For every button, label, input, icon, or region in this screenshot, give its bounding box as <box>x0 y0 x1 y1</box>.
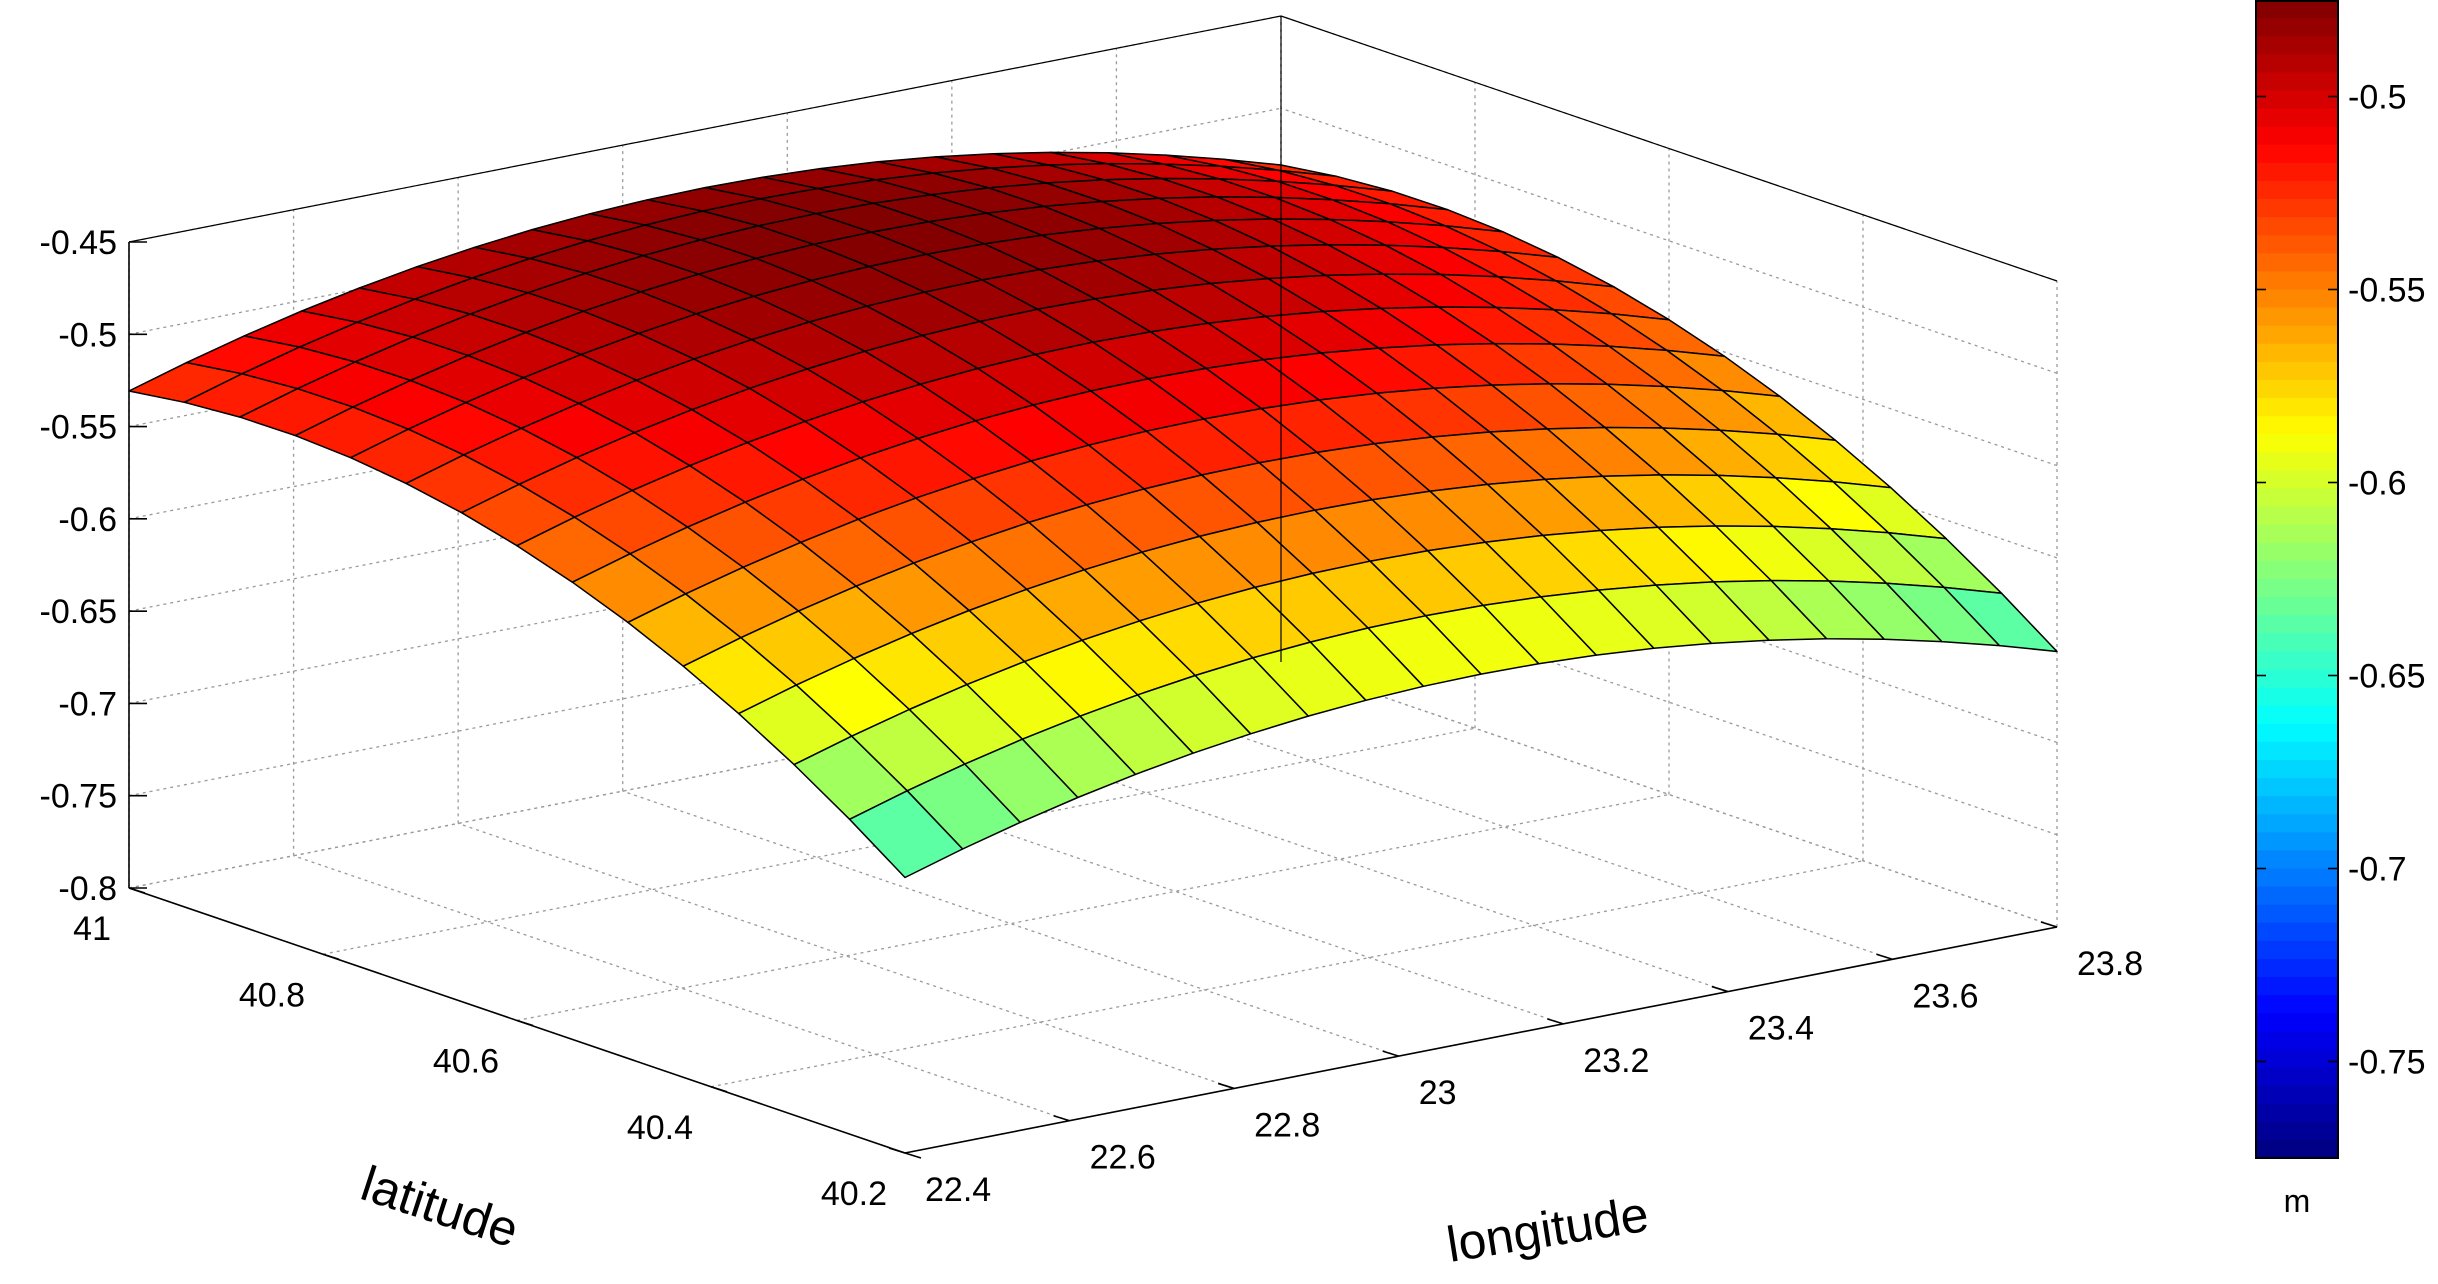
colorbar-band <box>2256 361 2338 381</box>
colorbar: m -0.5 -0.55 -0.6 -0.65 -0.7 -0.75 <box>2255 0 2426 1219</box>
colorbar-band <box>2256 850 2338 870</box>
z-tick-label: -0.7 <box>58 685 117 723</box>
colorbar-band <box>2256 669 2338 689</box>
colorbar-band <box>2256 832 2338 851</box>
colorbar-band <box>2256 253 2338 272</box>
latitude-tick-label: 40.6 <box>433 1043 499 1081</box>
colorbar-band <box>2256 235 2338 254</box>
z-tick-label: -0.75 <box>40 778 118 816</box>
colorbar-band <box>2256 416 2338 435</box>
colorbar-band <box>2256 651 2338 671</box>
colorbar-band <box>2256 1031 2338 1051</box>
colorbar-tick-label: -0.75 <box>2348 1044 2426 1082</box>
colorbar-band <box>2256 506 2338 526</box>
colorbar-band <box>2256 90 2338 110</box>
colorbar-band <box>2256 759 2338 779</box>
latitude-tick-label: 40.2 <box>821 1175 887 1213</box>
longitude-tick-label: 23.6 <box>1912 977 1978 1015</box>
colorbar-band <box>2256 398 2338 417</box>
colorbar-band <box>2256 126 2338 146</box>
z-tick-label: -0.65 <box>40 593 118 631</box>
colorbar-band <box>2256 542 2338 562</box>
colorbar-band <box>2256 687 2338 707</box>
y-axis-label: latitude <box>355 1155 526 1258</box>
colorbar-band <box>2256 343 2338 363</box>
colorbar-band <box>2256 162 2338 182</box>
colorbar-band <box>2256 814 2338 833</box>
colorbar-band <box>2256 1085 2338 1105</box>
z-tick-label: -0.45 <box>40 224 118 262</box>
colorbar-band <box>2256 579 2338 598</box>
colorbar-band <box>2256 633 2338 652</box>
z-tick-label: -0.55 <box>40 409 118 447</box>
colorbar-band <box>2256 886 2338 906</box>
colorbar-band <box>2256 741 2338 761</box>
longitude-tick-label: 23.8 <box>2077 945 2143 983</box>
colorbar-band <box>2256 307 2338 327</box>
colorbar-band <box>2256 434 2338 453</box>
colorbar-band <box>2256 54 2338 73</box>
longitude-tick-label: 22.6 <box>1090 1139 1156 1177</box>
colorbar-band <box>2256 108 2338 128</box>
colorbar-band <box>2256 72 2338 92</box>
colorbar-band <box>2256 778 2338 797</box>
colorbar-band <box>2256 524 2338 544</box>
latitude-tick-label: 40.8 <box>239 976 305 1014</box>
z-tick-label: -0.6 <box>58 501 117 539</box>
colorbar-band <box>2256 940 2338 960</box>
colorbar-band <box>2256 560 2338 580</box>
longitude-tick-label: 22.8 <box>1254 1106 1320 1144</box>
z-tick-label: -0.8 <box>58 870 117 908</box>
colorbar-band <box>2256 470 2338 490</box>
colorbar-unit-label: m <box>2284 1183 2311 1219</box>
longitude-tick-label: 22.4 <box>925 1171 991 1209</box>
colorbar-band <box>2256 1067 2338 1087</box>
colorbar-band <box>2256 1013 2338 1032</box>
colorbar-tick-label: -0.55 <box>2348 272 2426 310</box>
latitude-tick-label: 41 <box>73 910 111 948</box>
colorbar-band <box>2256 958 2338 978</box>
colorbar-band <box>2256 868 2338 888</box>
colorbar-band <box>2256 796 2338 815</box>
colorbar-band <box>2256 488 2338 508</box>
colorbar-band <box>2256 18 2338 37</box>
colorbar-band <box>2256 289 2338 309</box>
colorbar-band <box>2256 615 2338 634</box>
colorbar-band <box>2256 379 2338 399</box>
colorbar-band <box>2256 1103 2338 1123</box>
longitude-tick-label: 23.4 <box>1748 1010 1814 1048</box>
colorbar-band <box>2256 325 2338 345</box>
colorbar-band <box>2256 705 2338 725</box>
colorbar-tick-label: -0.5 <box>2348 79 2407 117</box>
colorbar-band <box>2256 597 2338 616</box>
z-tick-label: -0.5 <box>58 316 117 354</box>
colorbar-band <box>2256 36 2338 55</box>
colorbar-band <box>2256 271 2338 291</box>
latitude-tick-label: 40.4 <box>627 1109 693 1147</box>
surface <box>128 151 2058 879</box>
colorbar-band <box>2256 723 2338 743</box>
colorbar-band <box>2256 922 2338 942</box>
colorbar-band <box>2256 452 2338 472</box>
colorbar-band <box>2256 1049 2338 1069</box>
colorbar-tick-label: -0.6 <box>2348 465 2407 503</box>
colorbar-band <box>2256 1139 2338 1159</box>
longitude-tick-label: 23.2 <box>1583 1042 1649 1080</box>
colorbar-band <box>2256 904 2338 924</box>
colorbar-band <box>2256 199 2338 218</box>
colorbar-band <box>2256 1121 2338 1141</box>
colorbar-band <box>2256 217 2338 236</box>
colorbar-band <box>2256 144 2338 164</box>
colorbar-band <box>2256 995 2338 1014</box>
colorbar-band <box>2256 180 2338 200</box>
surface-patch <box>848 790 964 879</box>
longitude-tick-label: 23 <box>1419 1074 1457 1112</box>
colorbar-band <box>2256 0 2338 19</box>
x-axis-label: longitude <box>1443 1186 1652 1273</box>
axes-box <box>128 15 2058 1159</box>
colorbar-tick-label: -0.7 <box>2348 851 2407 889</box>
colorbar-band <box>2256 977 2338 996</box>
colorbar-tick-label: -0.65 <box>2348 658 2426 696</box>
